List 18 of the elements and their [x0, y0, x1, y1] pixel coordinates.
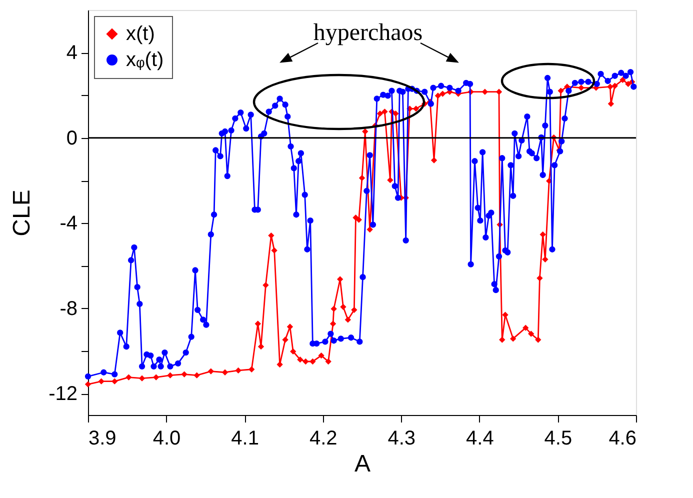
y-axis-title: CLE — [8, 190, 36, 236]
x-axis-title: A — [354, 450, 371, 478]
y-tick-label: 0 — [66, 127, 78, 150]
y-tick-label: -12 — [48, 383, 78, 406]
y-tick-label: -4 — [60, 212, 78, 235]
x-tick-label: 4.0 — [152, 428, 181, 450]
x-tick-label: 4.1 — [231, 428, 259, 450]
legend-label: xᵩ(t) — [126, 49, 164, 71]
annotation: hyperchaos — [313, 20, 423, 46]
x-tick-label: 4.2 — [309, 428, 338, 450]
x-tick-label: 4.4 — [466, 428, 494, 450]
y-tick-label: -8 — [60, 298, 78, 320]
x-tick-label: 3.9 — [88, 428, 116, 450]
legend-label: x(t) — [126, 23, 155, 45]
x-tick-label: 4.6 — [608, 428, 636, 450]
x-tick-label: 4.3 — [388, 428, 416, 450]
y-tick-label: 4 — [66, 42, 78, 64]
x-tick-label: 4.5 — [544, 428, 572, 450]
